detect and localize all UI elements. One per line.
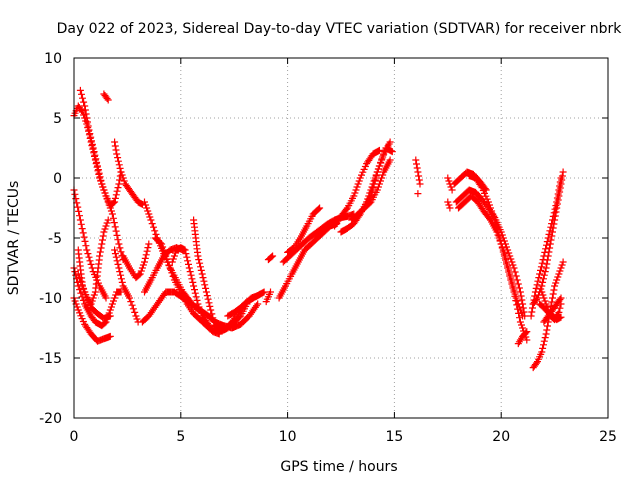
series-markers <box>465 172 531 344</box>
axis-ticks: 0 5 10 15 20 25 -20 -15 -10 -5 0 5 10 <box>39 51 617 445</box>
x-axis-label: GPS time / hours <box>280 459 397 475</box>
y-tick-label: 10 <box>44 51 62 67</box>
series-markers <box>111 138 146 208</box>
series-markers <box>361 138 394 212</box>
series-arc-9 <box>111 138 146 208</box>
series-markers <box>337 144 396 236</box>
y-tick-label: 5 <box>53 111 62 127</box>
series-markers <box>331 146 383 230</box>
y-tick-label: -5 <box>48 231 62 247</box>
series-arc-21 <box>264 252 277 264</box>
series-markers <box>412 156 424 188</box>
series-markers <box>100 90 112 104</box>
series-markers <box>168 244 215 332</box>
series-markers <box>70 102 127 264</box>
series-markers <box>284 204 324 256</box>
series-markers <box>538 288 565 324</box>
y-tick-label: -10 <box>39 291 62 307</box>
series-arc-30 <box>414 190 422 198</box>
series-arc-25 <box>331 146 383 230</box>
series-arc-40 <box>529 168 567 308</box>
series-markers <box>529 168 567 308</box>
series-markers <box>74 270 114 322</box>
data-points <box>70 86 567 372</box>
series-arc-29 <box>412 156 424 188</box>
series-markers <box>444 198 454 212</box>
series-markers <box>76 86 125 210</box>
series-arc-24 <box>284 204 324 256</box>
y-tick-label: -20 <box>39 411 62 427</box>
series-arc-43 <box>538 288 565 324</box>
series-arc-36 <box>465 172 531 344</box>
series-markers <box>414 190 422 198</box>
series-markers <box>119 240 153 282</box>
series-arc-26 <box>337 144 396 236</box>
x-tick-label: 20 <box>492 429 510 445</box>
series-arc-8 <box>100 90 112 104</box>
y-tick-label: -15 <box>39 351 62 367</box>
x-tick-label: 10 <box>279 429 297 445</box>
series-arc-20 <box>262 288 274 306</box>
series-arc-11 <box>119 240 153 282</box>
series-markers <box>444 174 456 194</box>
series-arc-7 <box>74 270 114 322</box>
y-axis-label: SDTVAR / TECUs <box>6 181 22 296</box>
series-markers <box>264 252 277 264</box>
series-markers <box>262 288 274 306</box>
series-arc-28 <box>361 138 394 212</box>
series-markers <box>514 328 531 348</box>
x-tick-label: 0 <box>70 429 79 445</box>
series-markers <box>224 290 264 320</box>
x-tick-label: 15 <box>385 429 403 445</box>
series-arc-37 <box>514 328 531 348</box>
series-arc-1 <box>70 102 127 264</box>
x-tick-label: 25 <box>599 429 617 445</box>
series-markers <box>111 246 142 326</box>
y-tick-label: 0 <box>53 171 62 187</box>
series-arc-10 <box>111 246 142 326</box>
series-arc-5 <box>76 86 125 210</box>
series-arc-19 <box>224 290 264 320</box>
series-arc-31 <box>444 174 456 194</box>
chart-title: Day 022 of 2023, Sidereal Day-to-day VTE… <box>57 21 623 37</box>
series-arc-16 <box>168 244 215 332</box>
series-arc-32 <box>444 198 454 212</box>
x-tick-label: 5 <box>176 429 185 445</box>
plot-frame <box>73 57 609 419</box>
